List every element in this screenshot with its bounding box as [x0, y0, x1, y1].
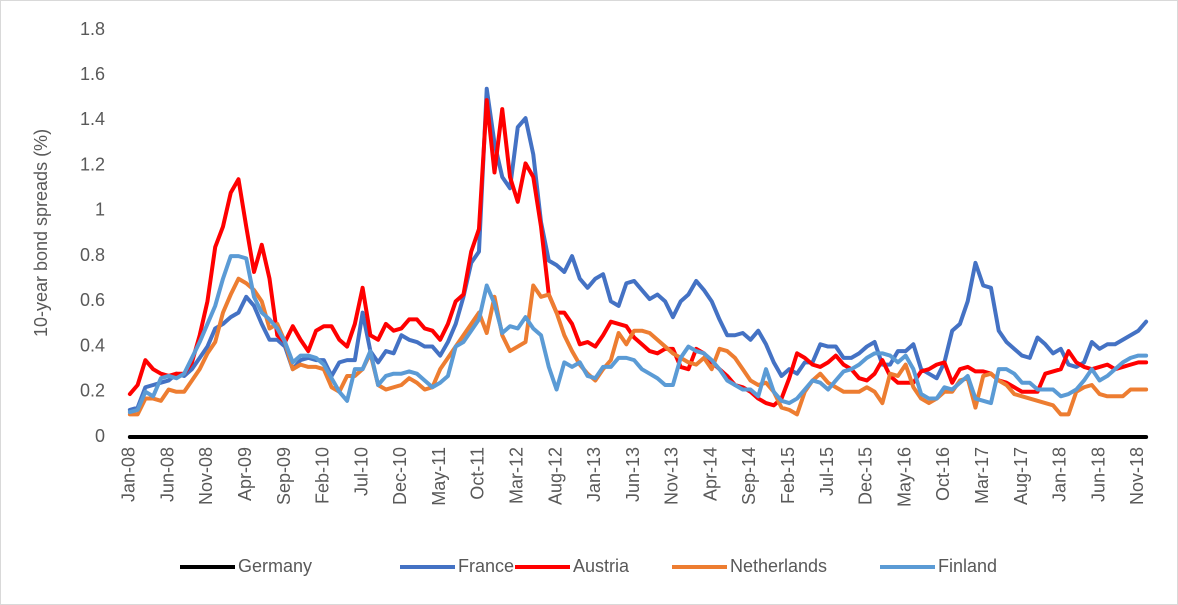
y-tick-label: 0.8 — [80, 245, 105, 265]
x-tick-label: Apr-09 — [235, 447, 255, 501]
x-tick-label: Jun-13 — [623, 447, 643, 502]
x-tick-label: Jun-18 — [1088, 447, 1108, 502]
x-tick-label: Aug-17 — [1011, 447, 1031, 505]
x-tick-label: Oct-11 — [468, 447, 488, 500]
x-tick-label: Sep-14 — [739, 447, 759, 505]
x-tick-label: Jan-18 — [1050, 447, 1070, 502]
x-tick-label: Apr-14 — [700, 447, 720, 501]
y-axis-label: 10-year bond spreads (%) — [31, 129, 51, 337]
legend-label: Austria — [573, 556, 630, 576]
series-line — [127, 254, 1149, 415]
legend-label: France — [458, 556, 514, 576]
x-tick-label: Oct-16 — [933, 447, 953, 501]
x-tick-label: Feb-15 — [778, 447, 798, 504]
x-tick-label: May-16 — [894, 447, 914, 507]
y-tick-label: 1 — [95, 200, 105, 220]
series-line — [127, 98, 1149, 408]
x-tick-label: Dec-15 — [856, 447, 876, 505]
x-tick-label: Dec-10 — [390, 447, 410, 505]
x-tick-label: Nov-18 — [1127, 447, 1147, 505]
y-tick-label: 1.4 — [80, 109, 105, 129]
x-tick-label: Mar-17 — [972, 447, 992, 504]
x-tick-label: Sep-09 — [274, 447, 294, 505]
x-tick-label: Jan-13 — [584, 447, 604, 502]
y-tick-label: 0.4 — [80, 335, 105, 355]
x-tick-label: Feb-10 — [313, 447, 333, 504]
y-tick-label: 0.2 — [80, 381, 105, 401]
x-tick-label: Jan-08 — [119, 447, 139, 502]
x-tick-label: Aug-12 — [545, 447, 565, 505]
legend-label: Finland — [938, 556, 997, 576]
series-line — [127, 276, 1149, 417]
y-tick-label: 1.2 — [80, 154, 105, 174]
x-tick-label: Jul-15 — [817, 447, 837, 496]
y-tick-label: 0.6 — [80, 290, 105, 310]
x-tick-label: Jul-10 — [351, 447, 371, 496]
y-tick-label: 0 — [95, 426, 105, 446]
x-tick-label: Mar-12 — [507, 447, 527, 504]
y-tick-label: 1.8 — [80, 19, 105, 39]
series-line — [127, 86, 1149, 412]
x-tick-label: May-11 — [429, 447, 449, 506]
legend-label: Netherlands — [730, 556, 827, 576]
x-tick-label: Jun-08 — [157, 447, 177, 502]
y-tick-label: 1.6 — [80, 64, 105, 84]
legend-label: Germany — [238, 556, 312, 576]
x-tick-label: Nov-08 — [196, 447, 216, 505]
x-tick-label: Nov-13 — [662, 447, 682, 505]
